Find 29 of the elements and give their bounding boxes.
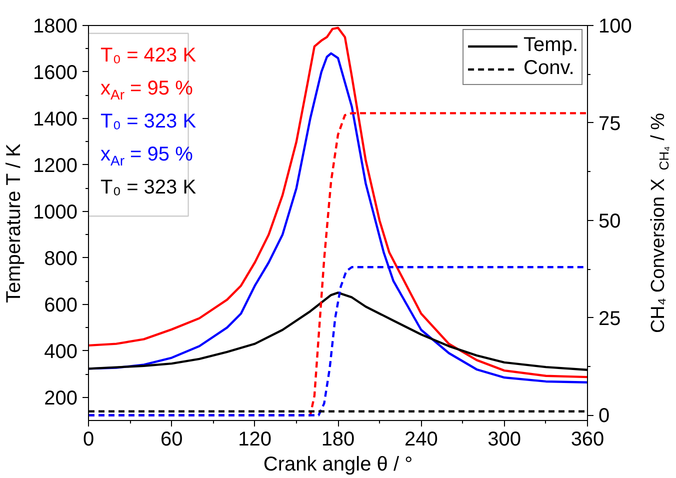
y2-tick-label: 25 [598,308,621,330]
y-tick-label: 200 [44,387,78,410]
x-tick-label: 240 [404,428,438,450]
x-tick-label: 360 [570,428,604,450]
y-tick-label: 1400 [33,108,78,130]
y-axis-title: Temperature T / K [3,143,26,304]
y2-tick-label: 75 [598,112,621,135]
x-tick-label: 300 [488,428,522,450]
annotation: T₀ = 323 K [100,176,197,198]
y2-axis-title: CH₄ Conversion XCH₄ / % [648,112,672,334]
legend-label: Conv. [524,57,574,80]
y-tick-label: 600 [44,294,78,316]
x-axis-title: Crank angle θ / ° [263,454,413,476]
x-tick-label: 180 [321,428,355,450]
x-tick-label: 0 [82,428,94,450]
x-tick-label: 120 [238,428,272,450]
y2-tick-label: 100 [598,16,632,38]
y-tick-label: 800 [44,248,78,270]
y2-tick-label: 0 [598,405,610,428]
y-tick-label: 400 [44,340,78,363]
y2-tick-label: 50 [598,210,621,232]
annotation: T₀ = 323 K [100,110,197,132]
y-tick-label: 1800 [33,16,78,38]
y-tick-label: 1200 [33,154,78,177]
y-tick-label: 1600 [33,62,78,84]
legend-label: Temp. [524,34,578,57]
x-tick-label: 60 [160,428,183,450]
annotation: T₀ = 423 K [100,44,197,66]
y-tick-label: 1000 [33,201,78,224]
